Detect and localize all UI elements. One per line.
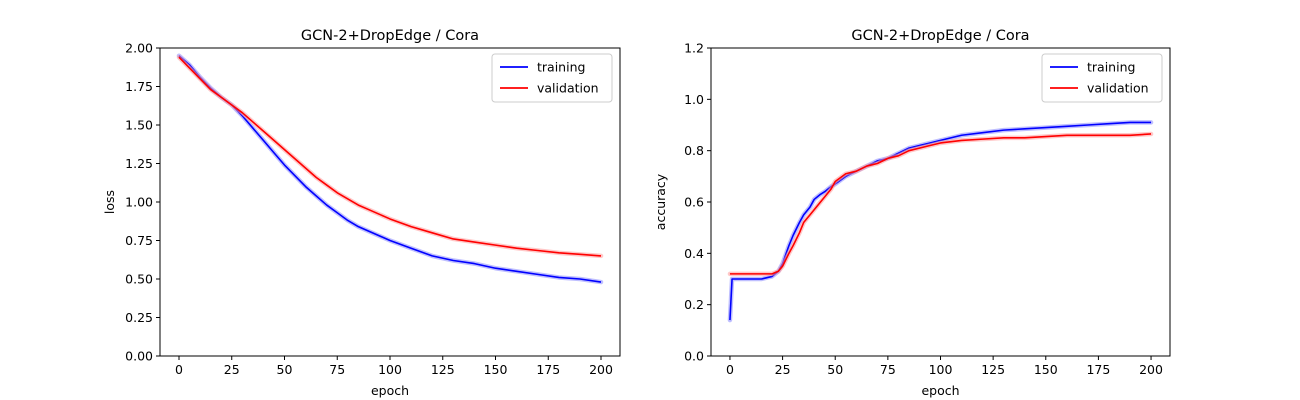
accuracy-legend: training validation (1041, 53, 1163, 103)
loss-xtick-label: 25 (224, 362, 240, 377)
accuracy-xtick-label: 75 (880, 362, 896, 377)
accuracy-xtick-label: 0 (726, 362, 734, 377)
loss-ytick-label: 1.25 (125, 156, 153, 171)
accuracy-x-axis-label: epoch (921, 383, 959, 398)
loss-xtick-label: 0 (175, 362, 183, 377)
loss-ytick-label: 1.75 (125, 79, 153, 94)
accuracy-ytick-label: 0.8 (684, 143, 704, 158)
loss-xtick-label: 200 (589, 362, 613, 377)
loss-legend-label-validation: validation (537, 81, 599, 96)
loss-ytick-label: 0.25 (125, 310, 153, 325)
loss-legend-box (491, 53, 613, 103)
loss-xtick-label: 150 (484, 362, 508, 377)
accuracy-legend-label-training: training (1087, 60, 1135, 75)
loss-validation-line (178, 56, 602, 257)
accuracy-xtick-label: 50 (827, 362, 843, 377)
accuracy-legend-label-validation: validation (1087, 81, 1149, 96)
loss-ytick-label: 0.00 (125, 349, 153, 364)
accuracy-xtick-label: 100 (929, 362, 953, 377)
accuracy-ytick-label: 1.0 (684, 92, 704, 107)
loss-y-axis-label: loss (102, 190, 117, 214)
loss-chart-title: GCN-2+DropEdge / Cora (301, 28, 479, 44)
loss-xtick-label: 50 (277, 362, 293, 377)
accuracy-xtick-label: 125 (981, 362, 1005, 377)
accuracy-ytick-label: 0.4 (684, 246, 704, 261)
loss-x-axis-label: epoch (371, 383, 409, 398)
loss-ytick-label: 0.50 (125, 272, 153, 287)
loss-xtick-label: 75 (329, 362, 345, 377)
loss-ytick-label: 1.50 (125, 118, 153, 133)
accuracy-ytick-label: 0.0 (684, 349, 704, 364)
accuracy-xtick-label: 175 (1086, 362, 1110, 377)
loss-ytick-label: 1.00 (125, 195, 153, 210)
accuracy-xtick-label: 150 (1034, 362, 1058, 377)
loss-legend-label-training: training (537, 60, 585, 75)
accuracy-ytick-label: 1.2 (684, 41, 704, 56)
loss-xtick-label: 125 (431, 362, 455, 377)
loss-ytick-label: 0.75 (125, 233, 153, 248)
accuracy-validation-line (729, 133, 1152, 275)
loss-series-group (176, 53, 604, 285)
loss-ytick-label: 2.00 (125, 41, 153, 56)
accuracy-series-group (727, 120, 1154, 323)
accuracy-y-axis-label: accuracy (653, 173, 668, 230)
loss-legend: training validation (491, 53, 613, 103)
loss-chart: 0 25 50 75 100 125 150 175 200 0.00 0.25 0.50 0.75 1.… (102, 28, 621, 398)
accuracy-ytick-label: 0.6 (684, 195, 704, 210)
loss-xtick-label: 100 (378, 362, 402, 377)
accuracy-ytick-label: 0.2 (684, 297, 704, 312)
accuracy-xtick-label: 200 (1139, 362, 1163, 377)
accuracy-xtick-label: 25 (775, 362, 791, 377)
accuracy-chart-title: GCN-2+DropEdge / Cora (851, 28, 1029, 44)
loss-xtick-label: 175 (536, 362, 560, 377)
accuracy-legend-box (1041, 53, 1163, 103)
accuracy-chart: 0 25 50 75 100 125 150 175 200 0.0 0.2 0.4 0.6 0.8 1.0… (653, 28, 1171, 398)
